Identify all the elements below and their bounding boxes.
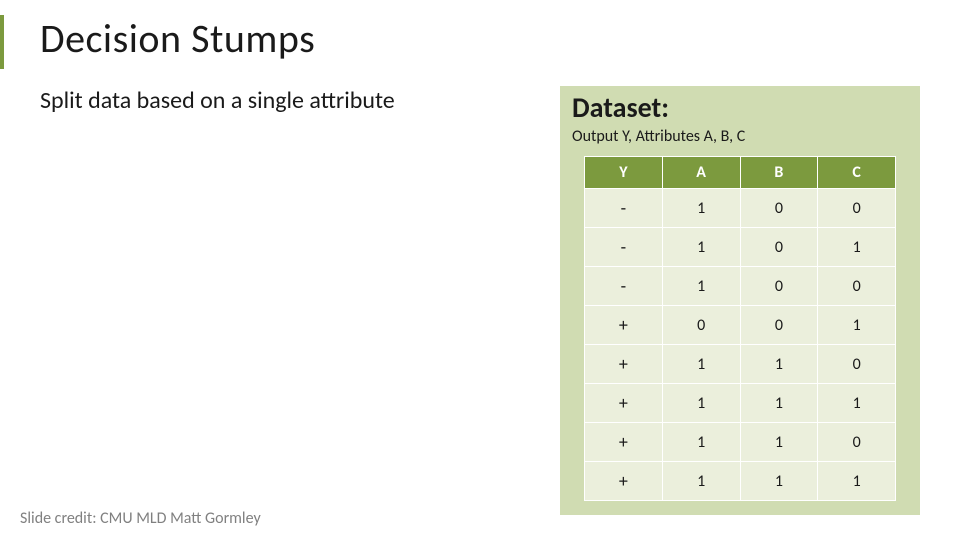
cell-y: -	[585, 267, 663, 306]
cell: 1	[818, 306, 896, 345]
cell: 1	[740, 462, 818, 501]
cell: 1	[662, 462, 740, 501]
table-row: - 1 0 0	[585, 267, 896, 306]
cell: 0	[818, 189, 896, 228]
table-row: - 1 0 0	[585, 189, 896, 228]
cell: 1	[818, 228, 896, 267]
cell-y: +	[585, 384, 663, 423]
dataset-heading: Dataset:	[572, 90, 908, 125]
cell: 0	[818, 423, 896, 462]
cell: 1	[662, 228, 740, 267]
col-header: Y	[585, 157, 663, 189]
cell-y: -	[585, 189, 663, 228]
cell: 1	[740, 384, 818, 423]
table-row: + 1 1 1	[585, 384, 896, 423]
table-row: - 1 0 1	[585, 228, 896, 267]
cell: 1	[662, 384, 740, 423]
cell: 0	[740, 267, 818, 306]
col-header: B	[740, 157, 818, 189]
table-header-row: Y A B C	[585, 157, 896, 189]
cell: 1	[818, 384, 896, 423]
title-accent-bar	[0, 15, 4, 69]
cell: 1	[662, 267, 740, 306]
table-row: + 0 0 1	[585, 306, 896, 345]
cell: 1	[740, 423, 818, 462]
cell: 0	[818, 267, 896, 306]
table-row: + 1 1 1	[585, 462, 896, 501]
cell: 0	[662, 306, 740, 345]
cell: 1	[662, 345, 740, 384]
cell-y: +	[585, 423, 663, 462]
dataset-table: Y A B C - 1 0 0 - 1 0 1 - 1 0	[584, 156, 896, 501]
page-title: Decision Stumps	[40, 14, 315, 63]
cell: 1	[740, 345, 818, 384]
col-header: A	[662, 157, 740, 189]
cell-y: +	[585, 306, 663, 345]
cell-y: -	[585, 228, 663, 267]
table-row: + 1 1 0	[585, 423, 896, 462]
slide-credit: Slide credit: CMU MLD Matt Gormley	[20, 509, 261, 528]
cell-y: +	[585, 462, 663, 501]
cell: 0	[740, 189, 818, 228]
cell: 1	[662, 423, 740, 462]
cell: 0	[818, 345, 896, 384]
cell-y: +	[585, 345, 663, 384]
subtitle-text: Split data based on a single attribute	[40, 86, 395, 115]
cell: 0	[740, 306, 818, 345]
col-header: C	[818, 157, 896, 189]
dataset-panel: Dataset: Output Y, Attributes A, B, C Y …	[560, 86, 920, 515]
cell: 1	[662, 189, 740, 228]
cell: 0	[740, 228, 818, 267]
table-row: + 1 1 0	[585, 345, 896, 384]
dataset-subheading: Output Y, Attributes A, B, C	[572, 127, 908, 146]
cell: 1	[818, 462, 896, 501]
